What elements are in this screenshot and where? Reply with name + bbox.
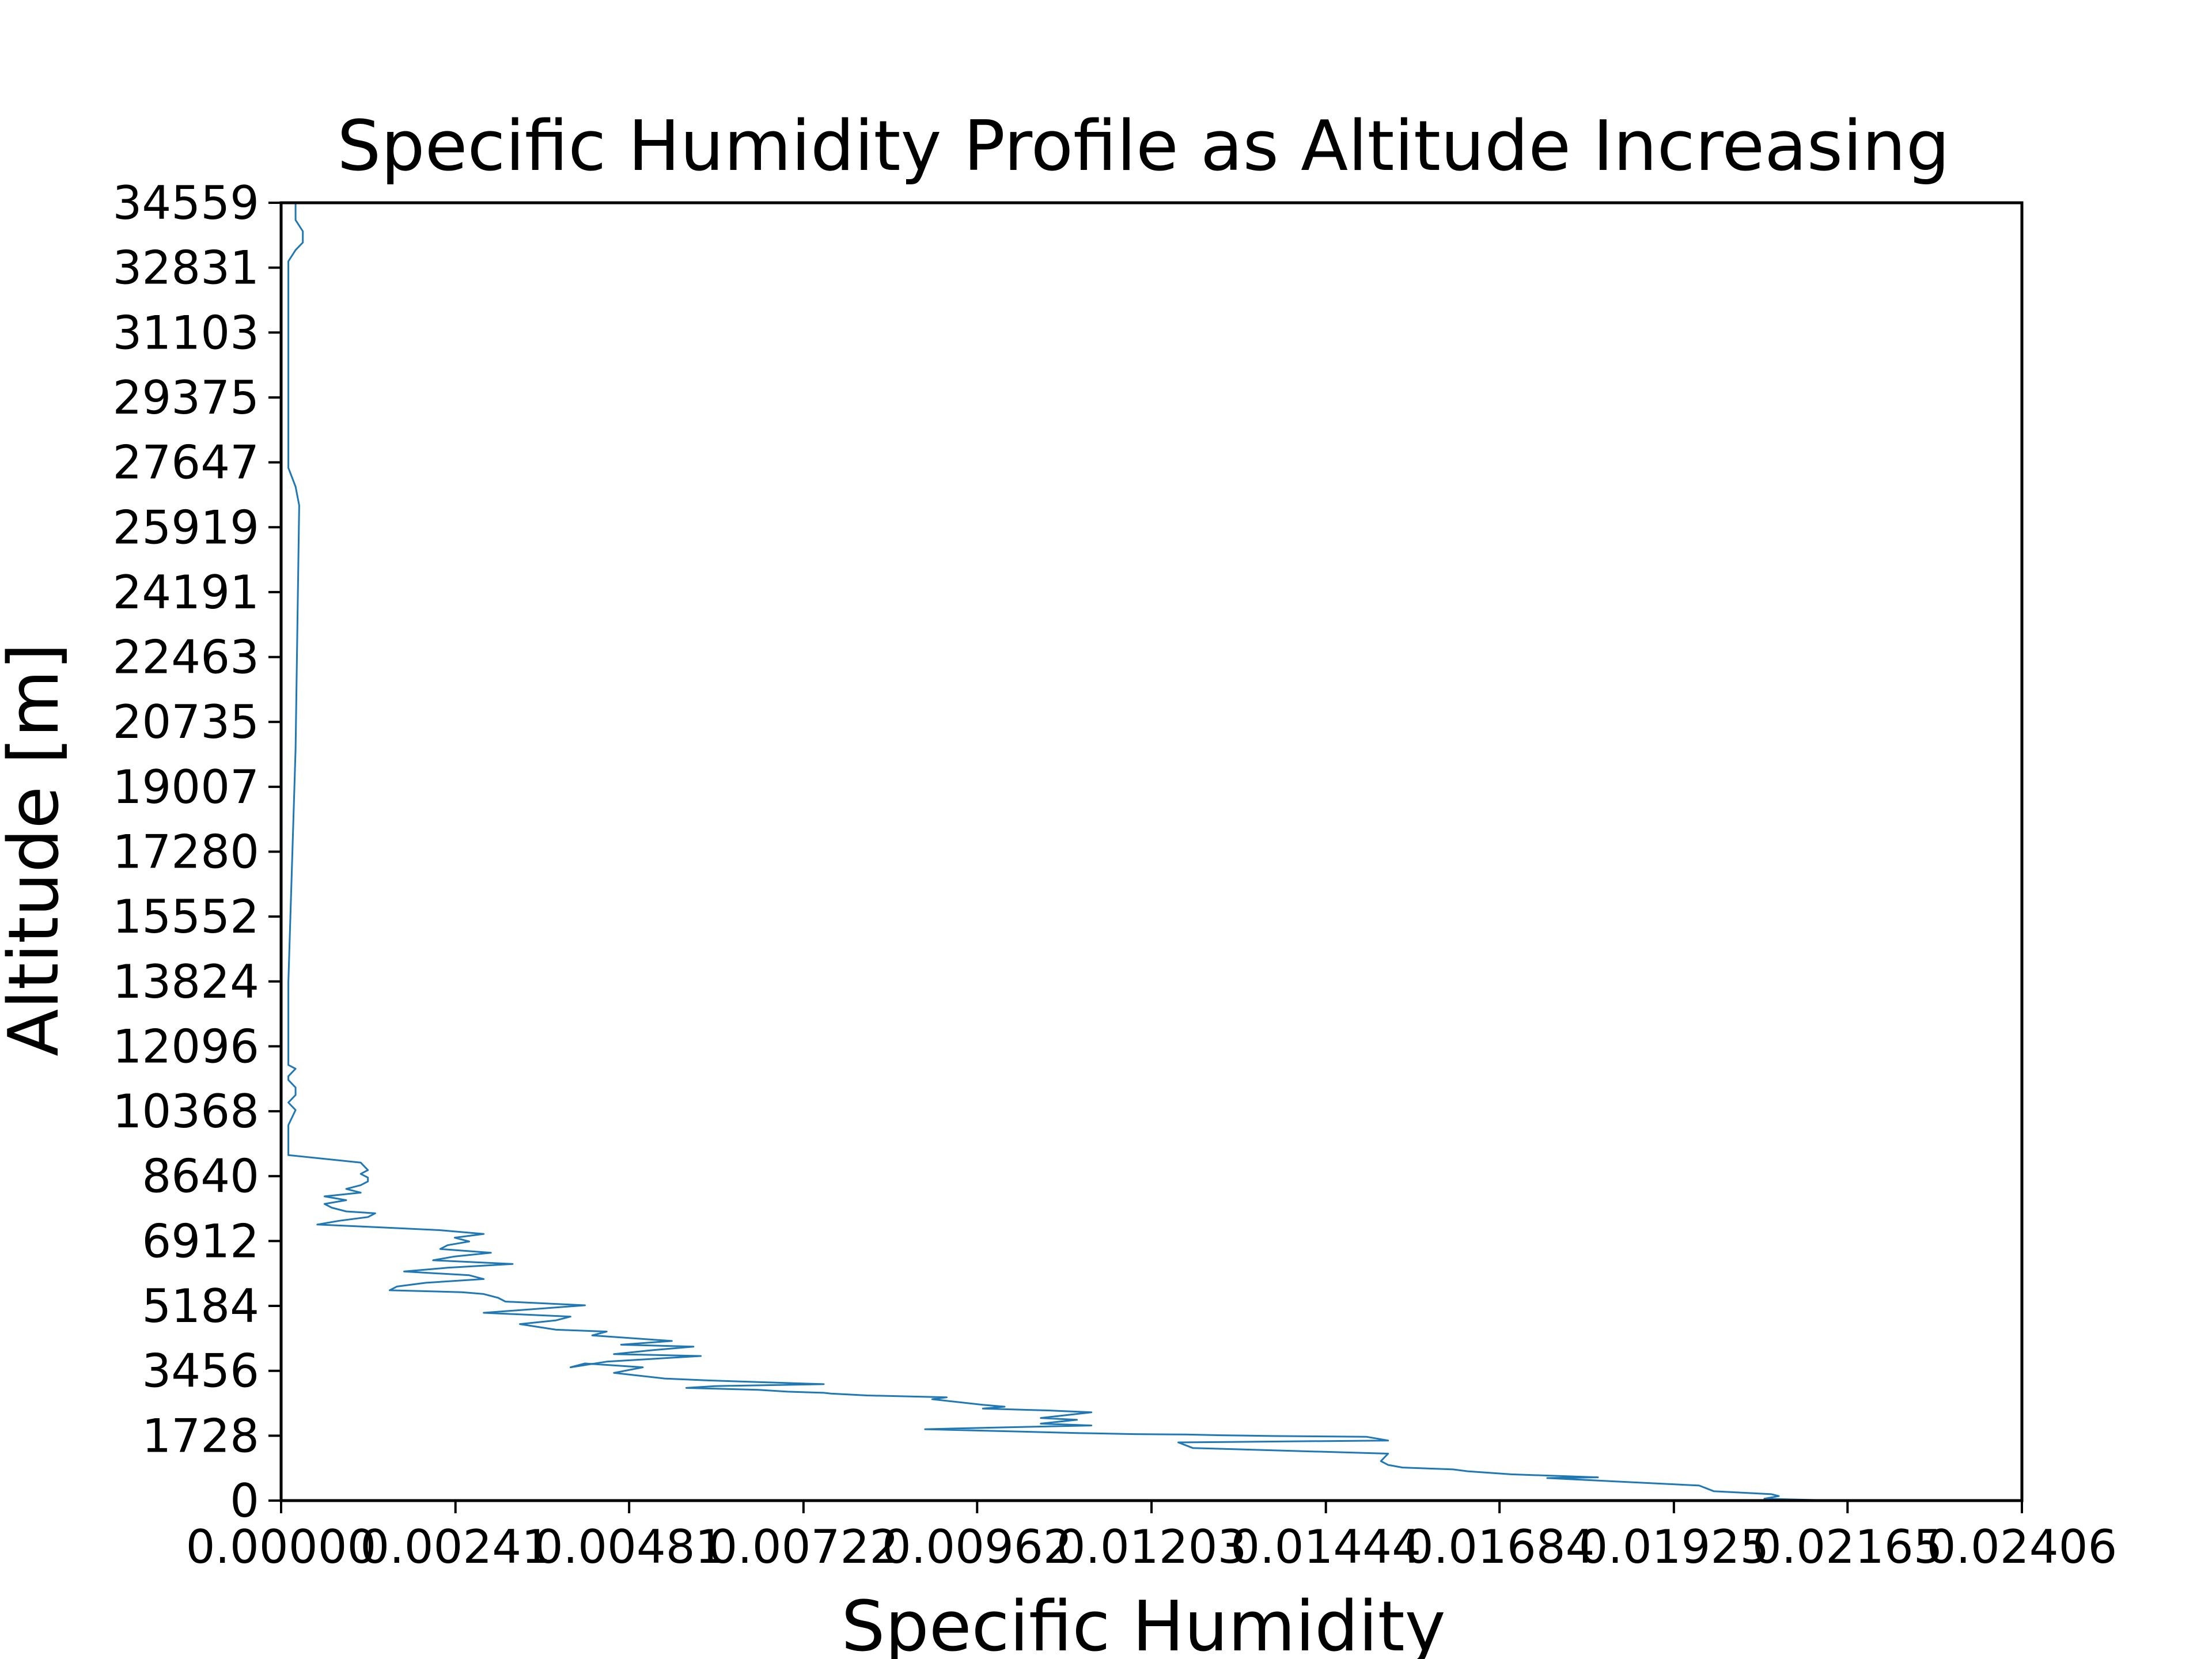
y-tick-label: 12096 <box>113 1020 260 1073</box>
x-tick-label: 0.00241 <box>360 1520 551 1574</box>
x-tick-label: 0.00000 <box>186 1520 377 1574</box>
y-tick-label: 22463 <box>113 631 260 684</box>
x-tick-label: 0.00962 <box>882 1520 1073 1574</box>
series-line <box>287 203 1837 1502</box>
y-tick-label: 5184 <box>142 1279 259 1333</box>
y-tick-label: 27647 <box>113 436 260 490</box>
x-tick-label: 0.02406 <box>1927 1520 2118 1574</box>
y-tick-label: 1728 <box>142 1409 259 1463</box>
y-axis: 0 1728 3456 5184 6912 8640 10368 12096 13824 1555… <box>113 176 281 1528</box>
y-tick-label: 10368 <box>113 1085 260 1138</box>
y-tick-label: 19007 <box>113 760 260 814</box>
y-tick-label: 20735 <box>113 695 260 749</box>
x-axis: 0.000000.002410.004810.007220.009620.012… <box>186 1501 2118 1574</box>
y-tick-label: 32831 <box>113 241 260 295</box>
y-tick-label: 8640 <box>142 1150 259 1203</box>
y-tick-label: 29375 <box>113 371 260 425</box>
y-tick-label: 17280 <box>113 825 260 878</box>
y-tick-label: 6912 <box>142 1214 259 1268</box>
x-tick-label: 0.01925 <box>1578 1520 1769 1574</box>
x-tick-label: 0.01444 <box>1230 1520 1421 1574</box>
chart-title: Specific Humidity Profile as Altitude In… <box>337 107 1950 187</box>
y-axis-label: Altitude [m] <box>0 643 74 1056</box>
y-tick-label: 31103 <box>113 306 260 359</box>
x-axis-label: Specific Humidity <box>841 1587 1445 1659</box>
y-tick-label: 25919 <box>113 501 260 554</box>
y-tick-label: 24191 <box>113 566 260 619</box>
y-tick-label: 3456 <box>142 1344 259 1398</box>
x-tick-label: 0.02165 <box>1752 1520 1943 1574</box>
y-tick-label: 15552 <box>113 890 260 944</box>
x-tick-label: 0.00722 <box>708 1520 899 1574</box>
x-tick-label: 0.01684 <box>1404 1520 1595 1574</box>
x-tick-label: 0.01203 <box>1056 1520 1247 1574</box>
x-tick-label: 0.00481 <box>534 1520 725 1574</box>
y-tick-label: 34559 <box>113 176 260 230</box>
y-tick-label: 0 <box>230 1474 259 1528</box>
y-tick-label: 13824 <box>113 955 260 1009</box>
